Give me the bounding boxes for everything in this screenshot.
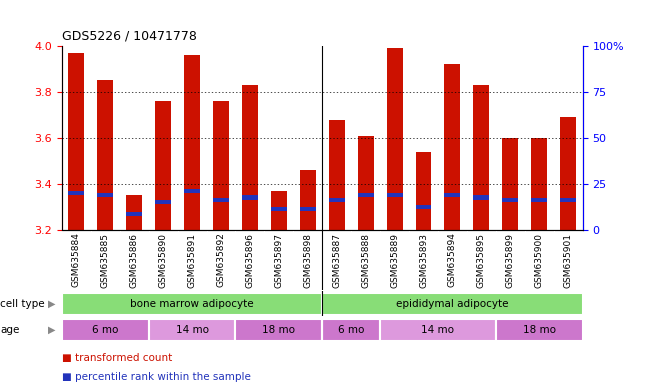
Bar (184, 189, 200, 193)
Text: GSM635892: GSM635892 (217, 233, 225, 288)
Bar (415, 152, 432, 230)
Bar (155, 101, 171, 230)
Text: GDS5226 / 10471778: GDS5226 / 10471778 (62, 29, 197, 42)
Text: ▶: ▶ (48, 325, 55, 335)
Bar (380, 319, 496, 341)
Bar (148, 319, 236, 341)
Text: GSM635887: GSM635887 (332, 233, 341, 288)
Text: GSM635900: GSM635900 (534, 233, 544, 288)
Text: 6 mo: 6 mo (338, 325, 365, 335)
Bar (322, 293, 583, 315)
Text: GSM635894: GSM635894 (448, 233, 457, 288)
Bar (97, 193, 113, 197)
Text: GSM635893: GSM635893 (419, 233, 428, 288)
Bar (329, 119, 344, 230)
Text: GSM635901: GSM635901 (564, 233, 573, 288)
Text: cell type: cell type (0, 299, 45, 309)
Bar (387, 48, 402, 230)
Text: GSM635896: GSM635896 (245, 233, 255, 288)
Text: ▶: ▶ (48, 299, 55, 309)
Bar (473, 195, 490, 200)
Text: GSM635898: GSM635898 (303, 233, 312, 288)
Text: 6 mo: 6 mo (92, 325, 118, 335)
Text: 18 mo: 18 mo (262, 325, 296, 335)
Bar (415, 205, 432, 209)
Bar (496, 319, 583, 341)
Bar (300, 207, 316, 211)
Bar (184, 55, 200, 230)
Bar (357, 193, 374, 197)
Text: GSM635885: GSM635885 (101, 233, 110, 288)
Bar (236, 319, 322, 341)
Bar (329, 198, 344, 202)
Bar (242, 85, 258, 230)
Text: ■ transformed count: ■ transformed count (62, 353, 172, 363)
Bar (271, 190, 287, 230)
Text: GSM635899: GSM635899 (506, 233, 515, 288)
Bar (62, 319, 148, 341)
Text: 14 mo: 14 mo (176, 325, 208, 335)
Bar (97, 81, 113, 230)
Bar (126, 212, 142, 216)
Bar (300, 170, 316, 230)
Text: epididymal adipocyte: epididymal adipocyte (396, 299, 508, 309)
Text: age: age (0, 325, 20, 335)
Bar (561, 117, 576, 230)
Bar (387, 193, 402, 197)
Text: GSM635890: GSM635890 (159, 233, 167, 288)
Bar (126, 195, 142, 230)
Bar (503, 198, 518, 202)
Text: GSM635895: GSM635895 (477, 233, 486, 288)
Bar (561, 198, 576, 202)
Bar (155, 200, 171, 204)
Bar (68, 191, 84, 195)
Text: GSM635884: GSM635884 (72, 233, 81, 288)
Text: 14 mo: 14 mo (421, 325, 454, 335)
Text: GSM635891: GSM635891 (187, 233, 197, 288)
Bar (322, 319, 380, 341)
Bar (242, 195, 258, 200)
Text: bone marrow adipocyte: bone marrow adipocyte (130, 299, 254, 309)
Bar (445, 193, 460, 197)
Bar (357, 136, 374, 230)
Bar (531, 138, 547, 230)
Text: 18 mo: 18 mo (523, 325, 556, 335)
Bar (213, 198, 229, 202)
Bar (531, 198, 547, 202)
Bar (68, 53, 84, 230)
Bar (62, 293, 322, 315)
Text: ■ percentile rank within the sample: ■ percentile rank within the sample (62, 372, 251, 382)
Bar (213, 101, 229, 230)
Text: GSM635889: GSM635889 (390, 233, 399, 288)
Text: GSM635886: GSM635886 (130, 233, 139, 288)
Bar (473, 85, 490, 230)
Bar (503, 138, 518, 230)
Bar (271, 207, 287, 211)
Text: GSM635888: GSM635888 (361, 233, 370, 288)
Text: GSM635897: GSM635897 (274, 233, 283, 288)
Bar (445, 65, 460, 230)
